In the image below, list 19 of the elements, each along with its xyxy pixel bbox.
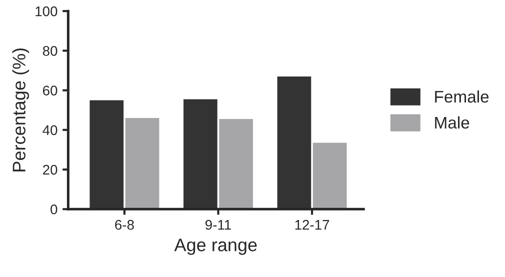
bar — [183, 99, 218, 210]
y-axis-title: Percentage (%) — [12, 48, 30, 172]
x-tick-label: 12-17 — [295, 220, 330, 230]
bar — [125, 118, 160, 210]
y-tick-label: 80 — [42, 46, 58, 56]
x-tick-label: 9-11 — [206, 220, 231, 230]
x-tick-label: 6-8 — [115, 220, 134, 230]
bar — [277, 76, 312, 210]
y-tick-label: 40 — [42, 125, 58, 136]
bar — [312, 142, 347, 210]
bar — [90, 100, 124, 210]
legend-label: Male — [435, 116, 470, 129]
y-tick-label: 0 — [50, 204, 58, 214]
y-tick-label: 100 — [36, 6, 58, 16]
bar — [219, 119, 253, 210]
y-tick-label: 60 — [43, 86, 58, 96]
x-axis-title: Age range — [174, 238, 257, 255]
legend-label: Female — [435, 90, 489, 103]
y-tick-label: 20 — [43, 164, 58, 175]
